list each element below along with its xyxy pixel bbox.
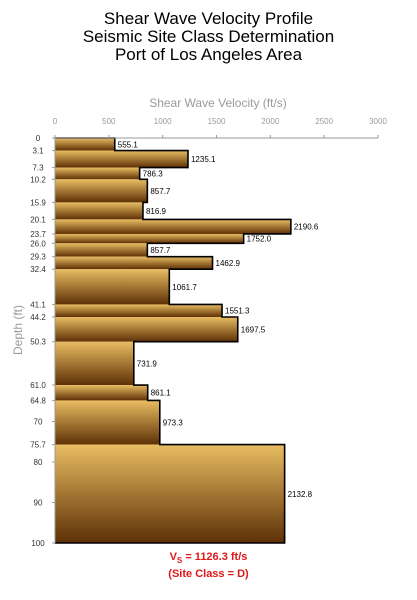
y-tick-label-80: 80	[34, 458, 43, 467]
y-tick-label-100: 100	[31, 539, 45, 548]
value-label-8: 857.7	[150, 246, 171, 255]
x-tick-label-3000: 3000	[369, 117, 387, 126]
x-axis-title: Shear Wave Velocity (ft/s)	[149, 96, 287, 110]
layer-bar-4	[55, 179, 148, 203]
value-label-5: 816.9	[146, 207, 167, 216]
value-label-15: 973.3	[163, 419, 184, 428]
value-label-10: 1061.7	[172, 283, 197, 292]
layer-bar-16	[55, 444, 285, 543]
y-tick-label-10.2: 10.2	[30, 175, 46, 184]
x-tick-label-500: 500	[102, 117, 116, 126]
layer-bar-12	[55, 317, 238, 342]
vs-subscript: S	[176, 556, 183, 566]
layer-bar-3	[55, 167, 140, 180]
y-tick-label-26.0: 26.0	[30, 239, 46, 248]
y-tick-label-3.1: 3.1	[32, 147, 44, 156]
layer-bar-11	[55, 304, 223, 318]
y-axis-title: Depth (ft)	[11, 305, 25, 355]
chart-title-line-1: Shear Wave Velocity Profile	[103, 9, 314, 28]
site-class-text: (Site Class = D)	[168, 568, 249, 580]
y-tick-label-44.2: 44.2	[30, 313, 46, 322]
y-tick-label-75.7: 75.7	[30, 441, 46, 450]
layer-bar-7	[55, 233, 244, 244]
layer-bar-1	[55, 138, 115, 151]
x-tick-label-2500: 2500	[315, 117, 333, 126]
y-tick-label-29.3: 29.3	[30, 253, 46, 262]
value-label-14: 861.1	[151, 389, 172, 398]
layer-bar-15	[55, 400, 160, 445]
y-tick-label-32.4: 32.4	[30, 265, 46, 274]
x-tick-label-0: 0	[53, 117, 58, 126]
value-label-9: 1462.9	[216, 259, 241, 268]
vs-average-text: VS = 1126.3 ft/s	[0, 551, 417, 565]
layer-bar-2	[55, 150, 188, 168]
chart-title-line-2: Seismic Site Class Determination	[82, 27, 335, 46]
y-tick-label-0: 0	[36, 134, 41, 143]
value-label-4: 857.7	[150, 187, 171, 196]
y-tick-label-61.0: 61.0	[30, 381, 46, 390]
layer-bar-9	[55, 256, 213, 270]
y-tick-label-15.9: 15.9	[30, 198, 46, 207]
y-tick-label-70: 70	[34, 418, 43, 427]
x-tick-label-1000: 1000	[154, 117, 172, 126]
y-tick-label-64.8: 64.8	[30, 396, 46, 405]
x-tick-label-1500: 1500	[208, 117, 226, 126]
value-label-13: 731.9	[137, 359, 158, 368]
layer-bar-13	[55, 341, 134, 386]
x-tick-label-2000: 2000	[261, 117, 279, 126]
profile-step-line	[55, 137, 292, 544]
layer-bar-14	[55, 385, 148, 401]
y-tick-label-90: 90	[34, 499, 43, 508]
value-label-7: 1752.0	[247, 235, 272, 244]
layer-bar-6	[55, 219, 291, 234]
layer-bar-5	[55, 202, 143, 220]
y-tick-label-23.7: 23.7	[30, 230, 46, 239]
vs-value: = 1126.3 ft/s	[182, 551, 248, 563]
value-label-1: 555.1	[118, 140, 139, 149]
value-label-11: 1551.3	[225, 307, 250, 316]
chart-title-line-3: Port of Los Angeles Area	[114, 45, 303, 64]
vs-symbol: V	[169, 551, 177, 563]
value-label-3: 786.3	[143, 169, 164, 178]
value-label-2: 1235.1	[191, 155, 216, 164]
layer-bar-8	[55, 243, 148, 257]
value-label-16: 2132.8	[288, 490, 313, 499]
layer-bar-10	[55, 269, 170, 305]
y-tick-label-50.3: 50.3	[30, 338, 46, 347]
y-tick-label-20.1: 20.1	[30, 215, 46, 224]
y-tick-label-7.3: 7.3	[32, 164, 44, 173]
value-label-6: 2190.6	[294, 223, 319, 232]
y-tick-label-41.1: 41.1	[30, 300, 46, 309]
value-label-12: 1697.5	[241, 325, 266, 334]
